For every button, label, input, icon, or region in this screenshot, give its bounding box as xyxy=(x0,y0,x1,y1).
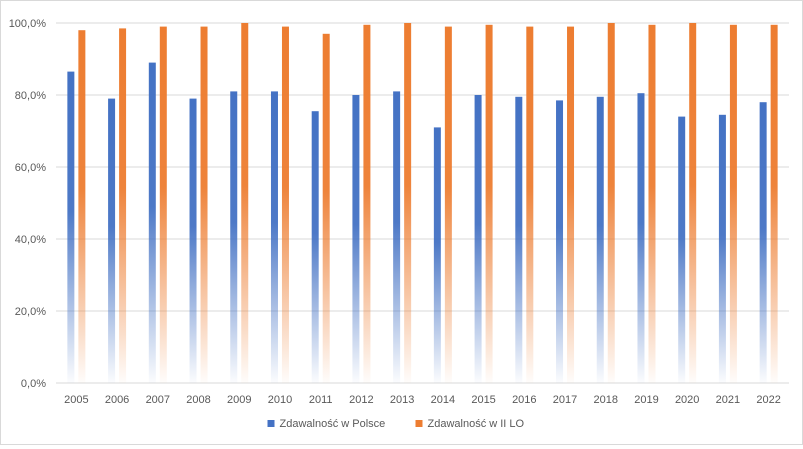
bar-polska-2012 xyxy=(352,95,360,383)
bar-polska-2006 xyxy=(108,98,116,383)
x-axis: 2005 2006 2007 2008 2009 2010 2011 2012 2013 2014… xyxy=(64,394,781,406)
x-tick-label: 2005 xyxy=(64,394,88,406)
y-tick-label: 60,0% xyxy=(15,162,46,174)
bar-polska-2019 xyxy=(637,93,645,383)
bar-ii-lo-2015 xyxy=(485,24,493,384)
bar-polska-2011 xyxy=(311,111,319,383)
x-tick-label: 2009 xyxy=(227,394,251,406)
bars-layer xyxy=(67,23,778,384)
x-tick-label: 2007 xyxy=(146,394,170,406)
x-tick-label: 2016 xyxy=(512,394,536,406)
bar-ii-lo-2008 xyxy=(200,26,208,383)
bar-ii-lo-2019 xyxy=(648,24,656,384)
x-tick-label: 2011 xyxy=(309,394,333,406)
bar-polska-2017 xyxy=(556,100,564,384)
x-tick-label: 2022 xyxy=(756,394,780,406)
bar-polska-2008 xyxy=(189,98,197,383)
x-tick-label: 2012 xyxy=(349,394,373,406)
x-tick-label: 2020 xyxy=(675,394,699,406)
x-tick-label: 2013 xyxy=(390,394,414,406)
y-tick-label: 0,0% xyxy=(21,378,46,390)
bar-polska-2016 xyxy=(515,96,523,384)
y-axis: 0,0% 20,0% 40,0% 60,0% 80,0% 100,0% xyxy=(9,18,47,390)
bar-ii-lo-2007 xyxy=(159,26,167,383)
bar-ii-lo-2016 xyxy=(526,26,534,383)
y-tick-label: 20,0% xyxy=(15,306,46,318)
bar-ii-lo-2005 xyxy=(78,30,86,383)
bar-polska-2007 xyxy=(148,62,156,383)
legend: Zdawalność w Polsce Zdawalność w II LO xyxy=(267,418,525,430)
bar-ii-lo-2012 xyxy=(363,24,371,384)
legend-label-1: Zdawalność w II LO xyxy=(428,418,525,430)
legend-label-0: Zdawalność w Polsce xyxy=(280,418,386,430)
bar-ii-lo-2022 xyxy=(770,24,778,384)
bar-ii-lo-2020 xyxy=(689,23,697,383)
x-tick-label: 2019 xyxy=(634,394,658,406)
bar-ii-lo-2018 xyxy=(607,23,615,383)
legend-swatch-1 xyxy=(415,420,423,427)
grid-layer xyxy=(56,22,789,384)
bar-ii-lo-2014 xyxy=(444,26,452,383)
legend-swatch-0 xyxy=(267,420,275,427)
x-tick-label: 2008 xyxy=(186,394,210,406)
x-tick-label: 2014 xyxy=(431,394,455,406)
bar-ii-lo-2009 xyxy=(241,23,249,383)
bar-ii-lo-2011 xyxy=(322,33,330,384)
bar-ii-lo-2010 xyxy=(281,26,289,383)
bar-polska-2005 xyxy=(67,71,75,383)
bar-polska-2015 xyxy=(474,95,482,383)
bar-ii-lo-2013 xyxy=(404,23,412,383)
x-tick-label: 2010 xyxy=(268,394,292,406)
x-tick-label: 2017 xyxy=(553,394,577,406)
y-tick-label: 80,0% xyxy=(15,90,46,102)
bar-polska-2014 xyxy=(433,127,441,384)
x-tick-label: 2015 xyxy=(471,394,495,406)
bar-ii-lo-2006 xyxy=(119,28,127,384)
bar-ii-lo-2021 xyxy=(729,24,737,384)
bar-polska-2022 xyxy=(759,102,767,383)
y-tick-label: 40,0% xyxy=(15,234,46,246)
x-tick-label: 2006 xyxy=(105,394,129,406)
bar-polska-2010 xyxy=(270,91,278,384)
bar-polska-2009 xyxy=(230,91,238,384)
bar-polska-2018 xyxy=(596,96,604,384)
bar-polska-2020 xyxy=(678,116,686,383)
x-tick-label: 2021 xyxy=(716,394,740,406)
y-tick-label: 100,0% xyxy=(9,18,47,30)
bar-polska-2021 xyxy=(718,114,726,384)
x-tick-label: 2018 xyxy=(594,394,618,406)
bar-ii-lo-2017 xyxy=(567,26,575,383)
bar-polska-2013 xyxy=(393,91,401,384)
